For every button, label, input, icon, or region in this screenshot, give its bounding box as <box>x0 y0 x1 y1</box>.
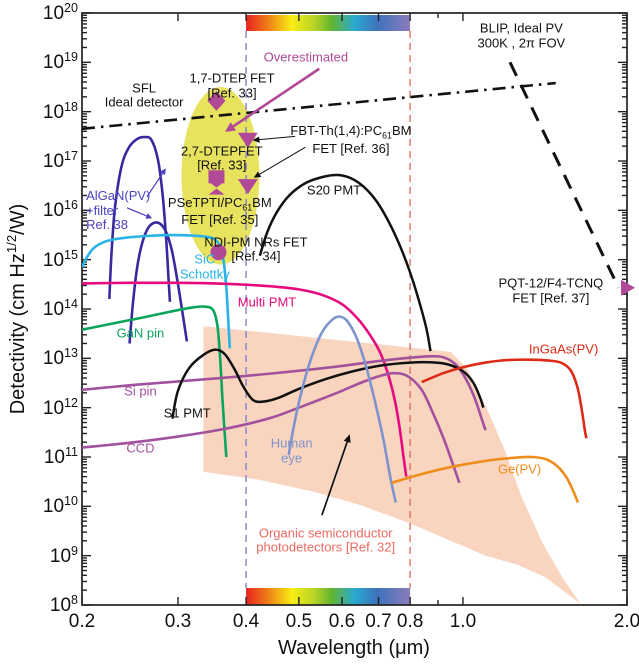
y-axis-title: Detectivity (cm Hz1/2/W) <box>4 203 29 415</box>
fbt-triangle-upper-marker <box>237 132 258 148</box>
pqt-triangle-right-marker <box>621 279 636 296</box>
curve-gan-pin <box>82 305 228 458</box>
x-axis-title: Wavelength (μm) <box>278 637 430 659</box>
algan-arrow <box>146 168 166 198</box>
curve-pqt-12-f4-tcnq-fet-trend <box>508 61 620 289</box>
spectrum-colorbar-top <box>246 15 411 31</box>
curve-human-eye <box>287 315 398 503</box>
psetpti-bowtie-marker <box>208 181 225 195</box>
fbt-triangle-lower-marker <box>237 179 258 195</box>
spectrum-colorbar-bottom <box>246 588 411 605</box>
fbt-arrow-upper <box>252 135 296 143</box>
curve-s1-pmt <box>171 348 485 419</box>
organic-semiconductor-region <box>203 326 581 604</box>
fbt-arrow-lower <box>253 146 306 178</box>
curve-si-pin <box>82 354 487 431</box>
dtep27-square-marker <box>208 170 225 184</box>
curve-ccd <box>82 371 461 484</box>
curve-blip-ideal-pv-limit <box>82 81 556 131</box>
organic-arrow <box>321 434 351 516</box>
filter-arrow <box>126 207 153 219</box>
dtep17-diamond-marker <box>207 90 226 111</box>
curve-algan-pv- <box>108 135 172 302</box>
axes-frame <box>81 12 628 606</box>
curve-ingaas-pv- <box>421 358 588 439</box>
overestimated-arrow <box>225 67 320 132</box>
curve-s20-pmt <box>258 173 432 352</box>
curve-multi-pmt <box>82 281 408 477</box>
curve-ge-pv- <box>391 455 580 503</box>
ndipm-circle-marker <box>210 244 227 261</box>
